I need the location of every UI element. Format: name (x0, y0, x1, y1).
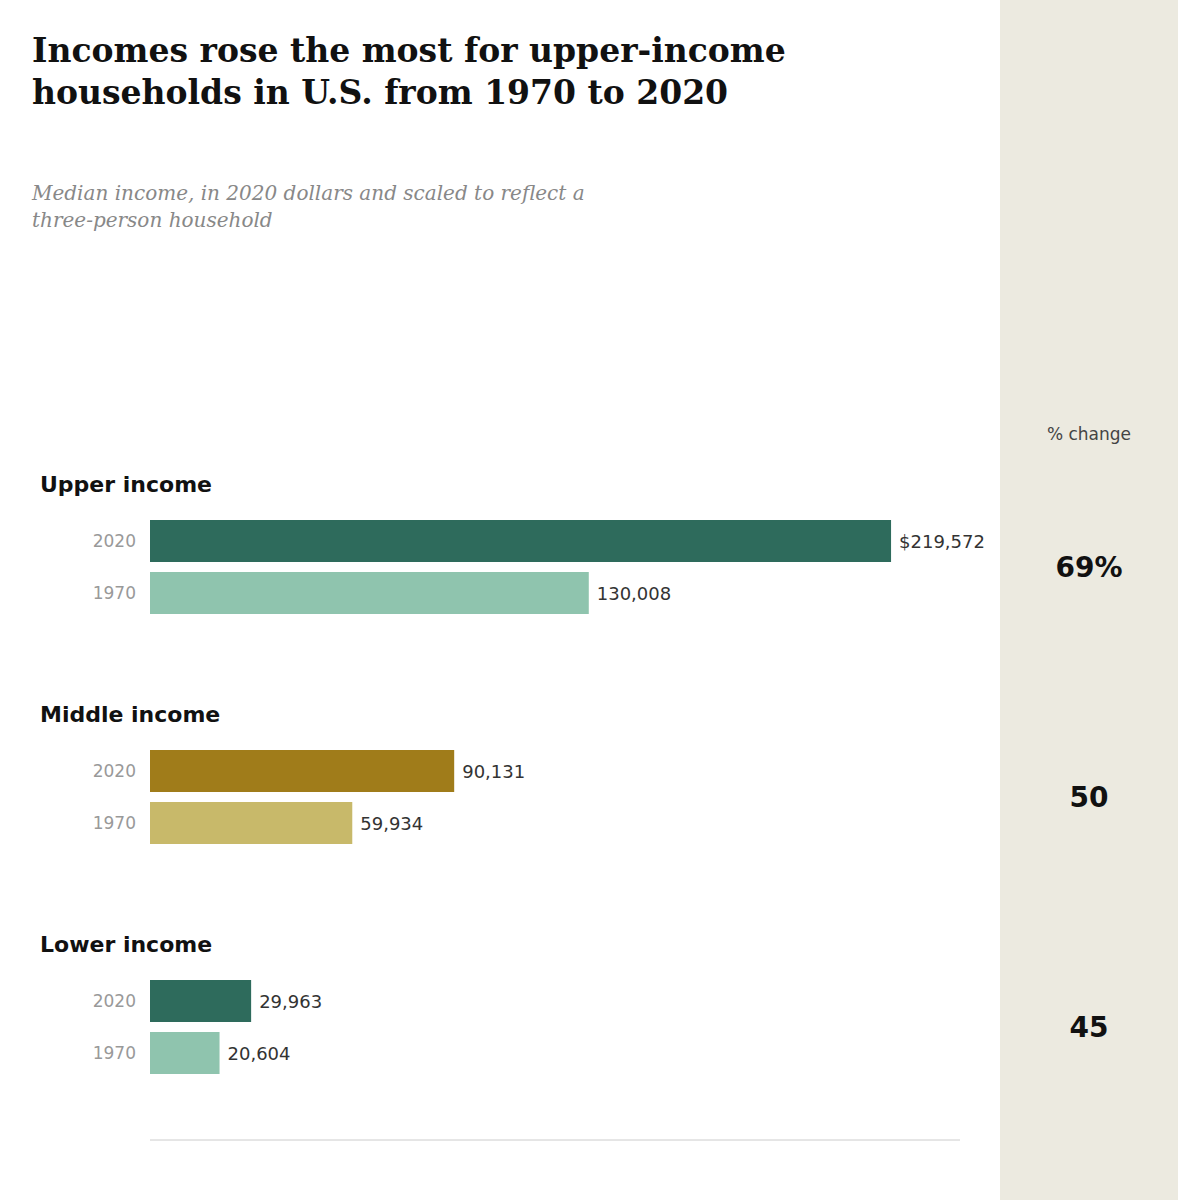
category-label: Upper income (40, 472, 212, 497)
chart: Incomes rose the most for upper-incomeho… (0, 0, 1178, 1200)
data-label: 130,008 (597, 583, 671, 604)
series-label: 2020 (93, 531, 136, 551)
bar (150, 572, 589, 614)
bar (150, 1032, 220, 1074)
pct-change-header: % change (1047, 424, 1131, 444)
data-label: $219,572 (899, 531, 985, 552)
pct-change-label: 69% (1055, 551, 1122, 584)
category-label: Middle income (40, 702, 220, 727)
bar (150, 980, 251, 1022)
series-label: 1970 (93, 1043, 136, 1063)
bar (150, 802, 352, 844)
change-panel (1000, 0, 1178, 1200)
background (0, 0, 1178, 1200)
data-label: 59,934 (360, 813, 423, 834)
data-label: 20,604 (228, 1043, 291, 1064)
category-label: Lower income (40, 932, 212, 957)
series-label: 2020 (93, 761, 136, 781)
data-label: 29,963 (259, 991, 322, 1012)
pct-change-label: 45 (1070, 1011, 1109, 1044)
subtitle-line: Median income, in 2020 dollars and scale… (31, 181, 585, 205)
bar (150, 520, 891, 562)
series-label: 2020 (93, 991, 136, 1011)
data-label: 90,131 (462, 761, 525, 782)
bars (150, 520, 891, 1074)
title-line: households in U.S. from 1970 to 2020 (32, 73, 728, 112)
bar (150, 750, 454, 792)
pct-change-label: 50 (1070, 781, 1109, 814)
x-axis-line (150, 1140, 960, 1141)
labels: Upper income 2020 $219,572 1970 130,008 Middl… (40, 472, 985, 1064)
series-label: 1970 (93, 813, 136, 833)
subtitle: Median income, in 2020 dollars and scale… (31, 181, 585, 232)
title: Incomes rose the most for upper-incomeho… (32, 31, 786, 112)
subtitle-line: three-person household (32, 208, 273, 232)
series-label: 1970 (93, 583, 136, 603)
title-line: Incomes rose the most for upper-income (32, 31, 786, 70)
